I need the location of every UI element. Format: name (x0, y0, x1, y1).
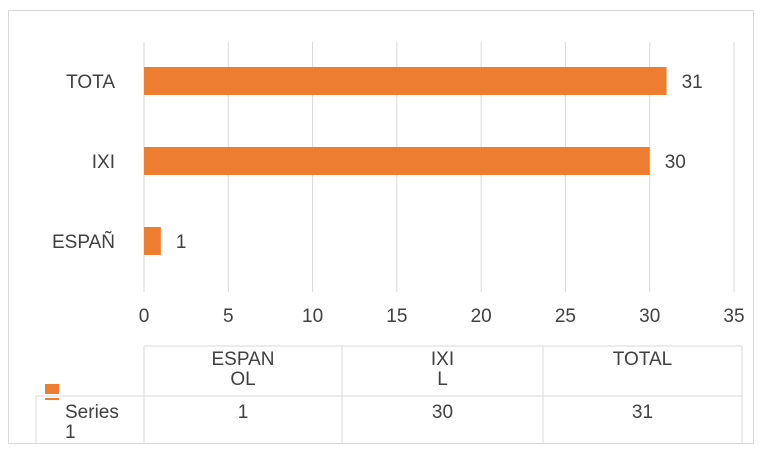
x-tick-label: 25 (555, 306, 576, 327)
table-cell: 1 (238, 402, 249, 423)
value-axis-ticks: 0 5 10 15 20 25 30 35 (139, 306, 745, 327)
table-header: IXI L (431, 349, 454, 390)
data-label: 30 (665, 152, 686, 173)
x-tick-label: 35 (723, 306, 744, 327)
x-tick-label: 20 (471, 306, 492, 327)
table-header: ESPAN OL (211, 349, 274, 390)
x-tick-label: 0 (139, 306, 150, 327)
y-category-label: ESPAÑ (52, 231, 115, 253)
x-tick-label: 15 (386, 306, 407, 327)
data-label: 31 (682, 72, 703, 93)
bar-ixil (144, 147, 650, 175)
bar-total (144, 67, 667, 95)
data-labels: 1 30 31 (176, 72, 703, 253)
bar-español (144, 227, 161, 255)
bars (144, 67, 667, 255)
series-name: Series 1 (65, 402, 119, 443)
y-category-label: TOTA (66, 72, 115, 93)
x-tick-label: 10 (302, 306, 323, 327)
data-label: 1 (176, 232, 187, 253)
chart-frame (8, 10, 754, 444)
table-cell: 31 (632, 402, 653, 423)
category-axis-labels: ESPAÑ IXI TOTA (52, 72, 115, 253)
x-tick-label: 5 (223, 306, 234, 327)
y-category-label: IXI (92, 152, 115, 173)
x-tick-label: 30 (639, 306, 660, 327)
legend-key (45, 384, 59, 394)
table-cell: 30 (432, 402, 453, 423)
table-header: TOTAL (613, 349, 672, 370)
data-table: ESPAN OL IXI L TOTAL Series 1 1 30 31 (35, 345, 743, 444)
